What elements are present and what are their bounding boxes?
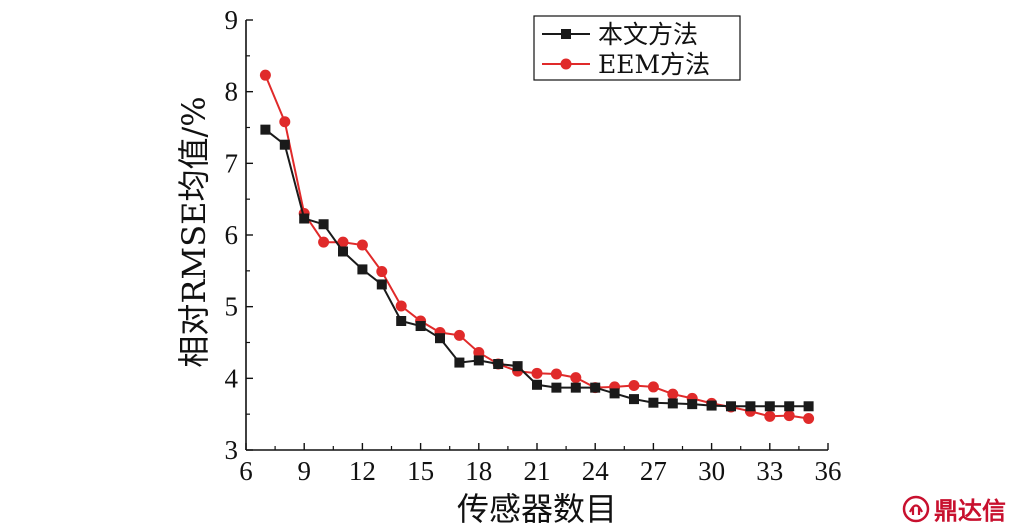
- data-point: [803, 412, 815, 424]
- data-point: [454, 357, 465, 368]
- y-tick-label: 3: [225, 435, 239, 465]
- watermark-text: 鼎达信: [934, 497, 1006, 525]
- data-point: [299, 213, 310, 224]
- data-point: [357, 264, 368, 275]
- data-point: [415, 321, 426, 332]
- x-tick-label: 30: [698, 456, 725, 486]
- data-point: [259, 69, 271, 81]
- x-tick-label: 9: [297, 456, 311, 486]
- data-point: [570, 382, 581, 393]
- leaf-logo-icon: [902, 495, 930, 522]
- x-tick-label: 36: [815, 456, 842, 486]
- data-point: [687, 399, 698, 410]
- data-point: [570, 372, 582, 384]
- data-point: [647, 381, 659, 393]
- data-point: [551, 382, 562, 393]
- x-tick-label: 18: [465, 456, 492, 486]
- data-point: [356, 239, 368, 251]
- x-tick-label: 24: [582, 456, 610, 486]
- y-axis-title: 相对RMSE均值/%: [175, 96, 213, 367]
- data-point: [279, 116, 291, 128]
- legend-marker: [560, 58, 572, 70]
- data-point: [473, 355, 484, 366]
- data-point: [318, 236, 330, 248]
- data-point: [376, 279, 387, 290]
- data-point: [648, 397, 659, 408]
- data-point: [512, 361, 523, 372]
- data-point: [764, 401, 775, 412]
- data-point: [338, 246, 348, 257]
- legend-label: EEM方法: [598, 50, 710, 79]
- data-point: [764, 410, 776, 422]
- data-point: [550, 368, 562, 380]
- series-line: [264, 128, 809, 408]
- data-point: [590, 382, 601, 393]
- data-point: [337, 236, 349, 248]
- data-point: [784, 401, 795, 412]
- data-point: [396, 316, 407, 326]
- x-tick-label: 21: [524, 456, 551, 486]
- x-tick-label: 33: [756, 456, 783, 486]
- data-point: [667, 388, 679, 400]
- data-point: [629, 394, 639, 405]
- data-point: [493, 359, 504, 369]
- y-tick-label: 9: [225, 5, 239, 35]
- y-tick-label: 6: [225, 220, 239, 250]
- x-tick-label: 15: [407, 456, 434, 486]
- data-point: [628, 380, 640, 391]
- legend-label: 本文方法: [598, 20, 698, 49]
- data-point: [726, 401, 736, 412]
- data-point: [609, 388, 620, 399]
- data-point: [435, 333, 445, 344]
- tick-group: 6 9 12 15 18 21 24 27 30 33 36 3 4 5 6 7 8 9: [225, 5, 842, 486]
- data-point: [783, 410, 795, 422]
- data-point: [376, 266, 388, 278]
- series-group: [259, 69, 815, 424]
- x-tick-label: 12: [349, 456, 376, 486]
- x-axis-title: 传感器数目: [457, 490, 617, 528]
- y-tick-label: 7: [225, 148, 239, 178]
- watermark: 鼎达信: [902, 491, 1006, 526]
- y-tick-label: 5: [225, 292, 239, 322]
- y-tick-label: 8: [225, 77, 239, 107]
- data-point: [318, 219, 329, 230]
- y-tick-label: 4: [225, 363, 239, 393]
- data-point: [803, 401, 814, 412]
- x-tick-label: 27: [640, 456, 667, 486]
- data-point: [473, 347, 485, 359]
- data-point: [745, 401, 756, 412]
- data-point: [260, 124, 271, 135]
- legend-marker: [561, 29, 571, 39]
- data-point: [531, 367, 543, 379]
- data-point: [667, 398, 678, 409]
- data-point: [453, 329, 465, 341]
- data-point: [532, 379, 542, 390]
- data-point: [706, 400, 717, 411]
- data-point: [395, 300, 407, 312]
- data-point: [279, 139, 290, 150]
- legend-box: [533, 15, 741, 81]
- x-tick-label: 6: [239, 456, 253, 486]
